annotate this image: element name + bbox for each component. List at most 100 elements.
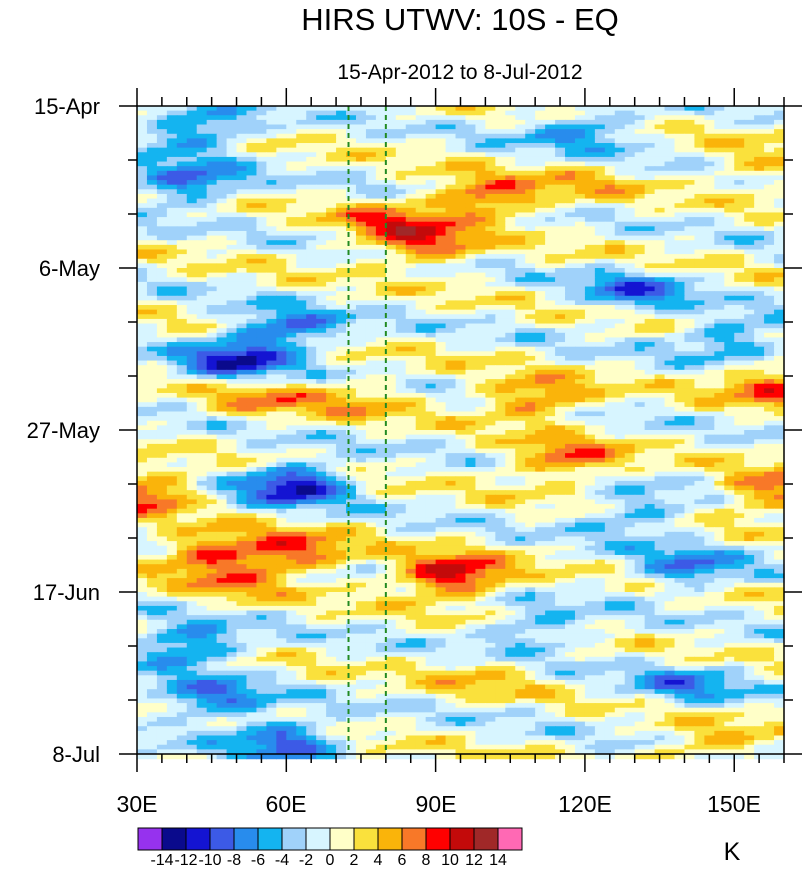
heatmap-cell — [734, 420, 745, 426]
heatmap-cell — [445, 379, 457, 385]
heatmap-cell — [166, 416, 178, 422]
heatmap-cell — [186, 263, 198, 269]
heatmap-cell — [435, 351, 447, 357]
heatmap-cell — [565, 235, 576, 241]
heatmap-cell — [316, 453, 327, 459]
heatmap-cell — [256, 207, 267, 214]
heatmap-cell — [594, 369, 606, 376]
heatmap-cell — [336, 258, 347, 264]
heatmap-cell — [336, 379, 347, 385]
heatmap-cell — [326, 110, 337, 116]
heatmap-cell — [654, 235, 666, 241]
heatmap-cell — [236, 411, 248, 417]
heatmap-cell — [545, 263, 556, 269]
heatmap-cell — [764, 305, 775, 311]
heatmap-cell — [415, 439, 427, 445]
heatmap-cell — [415, 453, 427, 459]
heatmap-cell — [246, 129, 258, 135]
heatmap-cell — [654, 360, 666, 366]
heatmap-cell — [754, 244, 765, 251]
heatmap-cell — [574, 379, 586, 385]
heatmap-cell — [296, 180, 307, 186]
heatmap-cell — [166, 360, 178, 366]
heatmap-cell — [505, 328, 516, 334]
heatmap-cell — [555, 314, 566, 320]
heatmap-cell — [276, 138, 287, 144]
heatmap-cell — [535, 346, 546, 352]
heatmap-cell — [445, 193, 457, 200]
heatmap-cell — [395, 406, 407, 413]
heatmap-cell — [734, 124, 745, 130]
heatmap-cell — [634, 457, 646, 463]
heatmap-cell — [704, 305, 715, 311]
heatmap-cell — [176, 170, 188, 177]
heatmap-cell — [405, 138, 417, 144]
heatmap-cell — [415, 337, 427, 343]
heatmap-cell — [764, 383, 775, 389]
heatmap-cell — [166, 198, 178, 204]
heatmap-cell — [624, 318, 636, 325]
heatmap-cell — [276, 193, 287, 200]
heatmap-cell — [584, 129, 596, 135]
heatmap-cell — [415, 392, 427, 399]
heatmap-cell — [525, 189, 536, 195]
heatmap-cell — [326, 143, 337, 149]
heatmap-cell — [336, 305, 347, 311]
heatmap-cell — [246, 291, 258, 297]
heatmap-cell — [714, 332, 725, 339]
heatmap-cell — [425, 300, 437, 306]
heatmap-cell — [654, 193, 666, 200]
heatmap-cell — [764, 166, 775, 172]
heatmap-cell — [266, 351, 277, 357]
heatmap-cell — [445, 272, 457, 278]
heatmap-cell — [614, 166, 626, 172]
heatmap-cell — [515, 235, 526, 241]
heatmap-cell — [146, 258, 158, 264]
heatmap-cell — [385, 388, 397, 394]
heatmap-cell — [525, 365, 536, 371]
heatmap-cell — [624, 180, 636, 186]
heatmap-cell — [336, 453, 347, 459]
heatmap-cell — [146, 254, 158, 260]
heatmap-cell — [455, 277, 467, 283]
heatmap-cell — [465, 291, 477, 297]
heatmap-cell — [704, 351, 715, 357]
heatmap-cell — [355, 379, 367, 385]
heatmap-cell — [156, 295, 168, 301]
heatmap-cell — [385, 374, 397, 380]
heatmap-cell — [206, 226, 218, 232]
heatmap-cell — [495, 115, 506, 121]
heatmap-cell — [724, 406, 735, 413]
heatmap-cell — [545, 240, 556, 246]
heatmap-cell — [455, 388, 467, 394]
heatmap-cell — [754, 397, 765, 403]
heatmap-cell — [654, 379, 666, 385]
heatmap-cell — [525, 133, 536, 139]
heatmap-cell — [186, 351, 198, 357]
heatmap-cell — [306, 406, 317, 413]
heatmap-cell — [724, 291, 735, 297]
heatmap-cell — [525, 221, 536, 227]
heatmap-cell — [515, 420, 526, 426]
heatmap-cell — [355, 392, 367, 399]
heatmap-cell — [525, 166, 536, 172]
heatmap-cell — [604, 175, 616, 181]
heatmap-cell — [415, 110, 427, 116]
heatmap-cell — [535, 453, 546, 459]
heatmap-cell — [425, 166, 437, 172]
heatmap-cell — [604, 180, 616, 186]
heatmap-cell — [435, 425, 447, 431]
heatmap-cell — [206, 383, 218, 389]
heatmap-cell — [475, 207, 486, 214]
heatmap-cell — [326, 268, 337, 274]
heatmap-cell — [475, 351, 486, 357]
heatmap-cell — [186, 360, 198, 366]
heatmap-cell — [495, 346, 506, 352]
heatmap-cell — [425, 138, 437, 144]
heatmap-cell — [714, 180, 725, 186]
heatmap-cell — [535, 281, 546, 288]
heatmap-cell — [684, 161, 696, 167]
heatmap-cell — [256, 198, 267, 204]
heatmap-cell — [316, 221, 327, 227]
heatmap-cell — [724, 323, 735, 329]
